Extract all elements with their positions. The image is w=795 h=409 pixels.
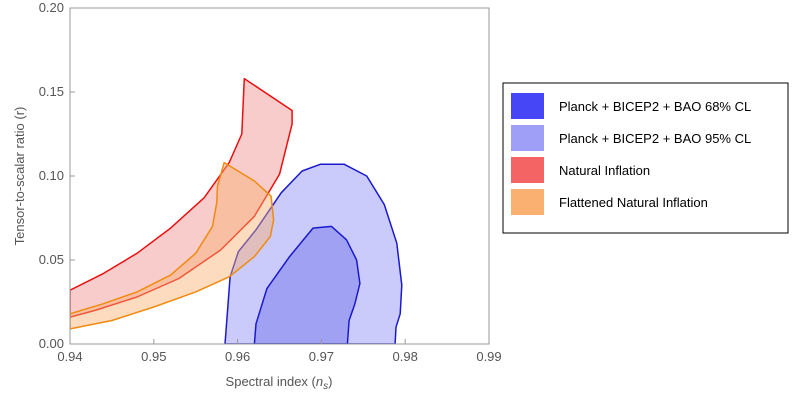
axis-ticks: 0.94 0.95 0.96 0.97 0.98 0.99 0.00 0.05 0.10 0.15…: [39, 0, 502, 364]
legend-swatch: [511, 157, 544, 183]
y-axis-title: Tensor-to-scalar ratio (r): [12, 107, 27, 246]
y-tick-label: 0.00: [39, 336, 64, 351]
legend-label: Natural Inflation: [559, 163, 650, 178]
region-4: [70, 161, 275, 330]
x-tick-label: 0.98: [393, 349, 418, 364]
x-tick-label: 0.99: [476, 349, 501, 364]
region-3: [70, 77, 293, 318]
legend-swatch: [511, 189, 544, 215]
legend-frame: [502, 82, 789, 234]
x-axis-title: Spectral index (ns): [226, 374, 333, 392]
region-2: [253, 225, 361, 344]
x-tick-label: 0.96: [225, 349, 250, 364]
confidence-regions: [70, 77, 403, 344]
y-tick-label: 0.10: [39, 168, 64, 183]
x-tick-label: 0.95: [141, 349, 166, 364]
y-tick-label: 0.15: [39, 84, 64, 99]
region-1: [224, 163, 403, 344]
legend-label: Planck + BICEP2 + BAO 68% CL: [559, 99, 751, 114]
legend-label: Planck + BICEP2 + BAO 95% CL: [559, 131, 751, 146]
x-tick-label: 0.97: [309, 349, 334, 364]
y-tick-label: 0.20: [39, 0, 64, 15]
legend: Planck + BICEP2 + BAO 68% CL Planck + BIC…: [502, 82, 789, 234]
y-tick-label: 0.05: [39, 252, 64, 267]
legend-label: Flattened Natural Inflation: [559, 195, 708, 210]
legend-swatch: [511, 93, 544, 119]
x-tick-label: 0.94: [57, 349, 82, 364]
legend-swatch: [511, 125, 544, 151]
